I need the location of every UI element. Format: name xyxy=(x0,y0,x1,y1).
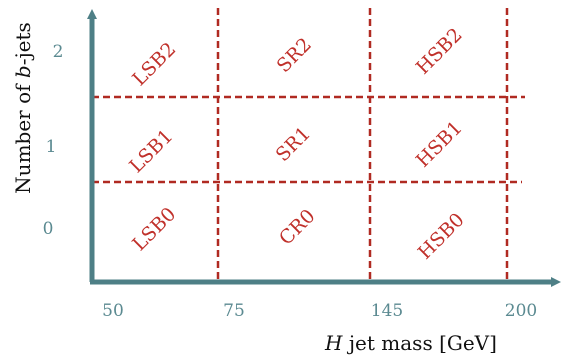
y-tick-2: 2 xyxy=(53,42,64,62)
y-axis-title-prefix: Number of xyxy=(11,78,35,194)
region-hsb1: HSB1 xyxy=(412,117,467,172)
region-lsb0: LSB0 xyxy=(128,203,180,255)
region-hsb2: HSB2 xyxy=(412,24,467,79)
region-cr0: CR0 xyxy=(275,205,320,250)
region-sr2: SR2 xyxy=(273,34,316,77)
region-lsb1: LSB1 xyxy=(125,125,177,177)
y-tick-0: 0 xyxy=(43,219,54,239)
y-axis-title-suffix: -jets xyxy=(11,22,35,65)
x-tick-145: 145 xyxy=(371,301,403,321)
y-axis-title: Number of b-jets xyxy=(11,22,35,194)
y-tick-1: 1 xyxy=(46,137,57,157)
region-hsb0: HSB0 xyxy=(414,209,469,264)
x-tick-200: 200 xyxy=(505,301,537,321)
x-axis-title-variable: H xyxy=(324,331,343,355)
x-tick-50: 50 xyxy=(102,301,124,321)
y-axis-title-variable: b xyxy=(11,65,35,78)
region-lsb2: LSB2 xyxy=(128,38,180,90)
x-tick-75: 75 xyxy=(223,301,245,321)
x-axis-title-text: jet mass [GeV] xyxy=(343,331,497,355)
region-sr1: SR1 xyxy=(272,123,315,166)
x-axis-title: H jet mass [GeV] xyxy=(324,331,497,355)
region-dividers xyxy=(92,8,525,282)
